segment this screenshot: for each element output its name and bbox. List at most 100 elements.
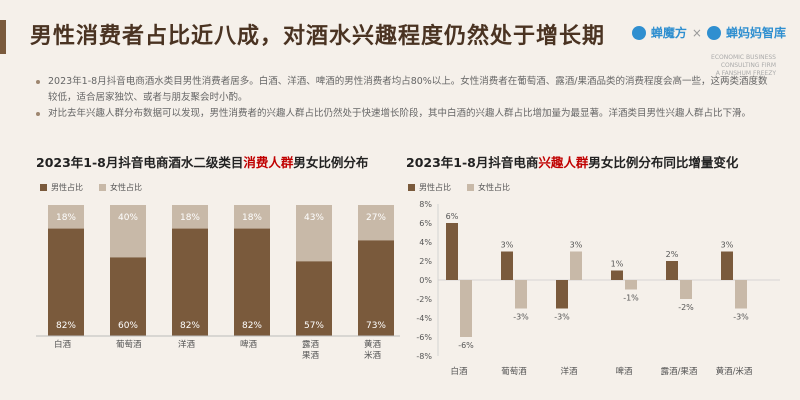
page-title: 男性消费者占比近八成，对酒水兴趣程度仍然处于增长期 — [30, 24, 606, 49]
category-label: 葡萄酒 — [501, 366, 527, 377]
brand-chanmofang: 蝉魔方 — [650, 26, 687, 40]
legend-female: 女性占比 — [99, 182, 142, 193]
male-value-label: 60% — [118, 321, 138, 331]
male-change-bar — [721, 251, 733, 280]
right-chart-title: 2023年1-8月抖音电商兴趣人群男女比例分布同比增量变化 — [406, 152, 738, 171]
female-change-bar — [515, 280, 527, 309]
category-label: 洋酒 — [560, 366, 578, 377]
category-label: 白酒 — [54, 339, 72, 350]
legend-female-label-r: 女性占比 — [478, 183, 510, 192]
right-title-post: 男女比例分布同比增量变化 — [588, 155, 739, 170]
brand-chanmama: 蝉妈妈智库 — [725, 26, 786, 40]
left-title-post: 男女比例分布 — [293, 155, 369, 170]
brand-sub-line-2: CONSULTING FIRM — [720, 62, 776, 69]
y-tick-label: 4% — [419, 238, 432, 247]
y-tick-label: -4% — [416, 314, 432, 323]
left-chart-legend: 男性占比 女性占比 — [40, 182, 142, 193]
male-value-label: 73% — [366, 321, 386, 331]
male-bar — [48, 228, 84, 336]
bullet-1: 2023年1-8月抖音电商酒水类目男性消费者居多。白酒、洋酒、啤酒的男性消费者均… — [36, 74, 776, 106]
male-change-bar — [611, 270, 623, 280]
legend-male-swatch-r — [408, 184, 415, 191]
change-value-label: 3% — [721, 241, 734, 250]
category-label: 洋酒 — [178, 339, 196, 350]
left-title-pre: 2023年1-8月抖音电商酒水二级类目 — [36, 155, 244, 170]
brand-logos: 蝉魔方 × 蝉妈妈智库 — [631, 24, 786, 41]
legend-male: 男性占比 — [40, 182, 83, 193]
female-change-bar — [460, 280, 472, 337]
female-bar — [234, 205, 270, 229]
female-value-label: 43% — [304, 213, 324, 223]
title-bar: 男性消费者占比近八成，对酒水兴趣程度仍然处于增长期 蝉魔方 × 蝉妈妈智库 EC… — [0, 14, 800, 77]
male-value-label: 82% — [56, 321, 76, 331]
legend-female-swatch — [99, 184, 106, 191]
change-value-label: -2% — [678, 303, 694, 312]
female-value-label: 18% — [56, 213, 76, 223]
change-value-label: 1% — [611, 260, 624, 269]
female-value-label: 18% — [242, 213, 262, 223]
y-tick-label: 2% — [419, 257, 432, 266]
male-change-bar — [666, 261, 678, 280]
male-change-bar — [556, 280, 568, 309]
male-change-bar — [446, 223, 458, 280]
female-bar — [172, 205, 208, 229]
category-label: 露酒/果酒 — [661, 367, 698, 377]
legend-female-swatch-r — [467, 184, 474, 191]
female-change-bar — [680, 280, 692, 299]
change-value-label: -3% — [554, 313, 570, 322]
title-accent-bar — [0, 20, 6, 54]
left-title-highlight: 消费人群 — [243, 155, 294, 170]
male-bar — [172, 228, 208, 336]
change-value-label: 3% — [570, 241, 583, 250]
chanmama-logo-icon — [706, 25, 721, 40]
male-bar — [358, 240, 394, 336]
change-value-label: -6% — [458, 341, 474, 350]
change-value-label: 2% — [666, 250, 679, 259]
left-chart-title: 2023年1-8月抖音电商酒水二级类目消费人群男女比例分布 — [36, 152, 368, 171]
female-change-bar — [625, 280, 637, 290]
legend-female-label: 女性占比 — [110, 183, 142, 192]
female-bar — [110, 205, 146, 258]
right-chart-legend: 男性占比 女性占比 — [408, 182, 510, 193]
change-value-label: -3% — [513, 313, 529, 322]
y-tick-label: 0% — [419, 276, 432, 285]
category-label: 黄酒 — [364, 339, 382, 350]
male-bar — [110, 257, 146, 336]
male-bar — [296, 261, 332, 336]
change-value-label: 6% — [446, 212, 459, 221]
right-title-highlight: 兴趣人群 — [538, 155, 589, 170]
brand-sub-line-3: A FANSHUM FREEZY — [715, 70, 776, 77]
summary-bullets: 2023年1-8月抖音电商酒水类目男性消费者居多。白酒、洋酒、啤酒的男性消费者均… — [36, 74, 776, 122]
male-value-label: 57% — [304, 321, 324, 331]
y-tick-label: -8% — [416, 352, 432, 361]
y-tick-label: 6% — [419, 219, 432, 228]
female-value-label: 18% — [180, 213, 200, 223]
category-label: 啤酒 — [615, 366, 633, 377]
male-value-label: 82% — [242, 321, 262, 331]
legend-female-r: 女性占比 — [467, 182, 510, 193]
female-value-label: 40% — [118, 213, 138, 223]
category-label: 米酒 — [364, 350, 382, 361]
female-bar — [358, 205, 394, 241]
y-tick-label: 8% — [419, 200, 432, 209]
legend-male-r: 男性占比 — [408, 182, 451, 193]
brand-subtitle: ECONOMIC BUSINESS CONSULTING FIRM A FANS… — [711, 54, 776, 78]
female-change-bar — [570, 251, 582, 280]
category-label: 黄酒/米酒 — [716, 366, 753, 377]
category-label: 露酒 — [302, 340, 320, 350]
change-value-label: 3% — [501, 241, 514, 250]
legend-male-label-r: 男性占比 — [419, 183, 451, 192]
female-value-label: 27% — [366, 213, 386, 223]
y-tick-label: -6% — [416, 333, 432, 342]
brand-sub-line-1: ECONOMIC BUSINESS — [711, 54, 776, 61]
change-value-label: -1% — [623, 294, 639, 303]
female-change-bar — [735, 280, 747, 309]
category-label: 啤酒 — [240, 339, 258, 350]
brand-separator: × — [691, 25, 702, 40]
right-title-pre: 2023年1-8月抖音电商 — [406, 155, 539, 170]
male-value-label: 82% — [180, 321, 200, 331]
male-change-bar — [501, 251, 513, 280]
category-label: 葡萄酒 — [116, 339, 142, 350]
y-tick-label: -2% — [416, 295, 432, 304]
